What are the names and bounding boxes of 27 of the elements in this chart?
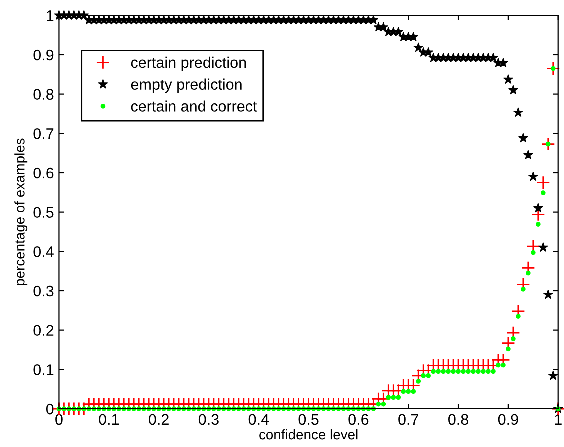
- y-tick-label: 0.6: [34, 168, 54, 179]
- y-tick-label: 0.9: [34, 50, 54, 61]
- legend-label: certain prediction: [131, 56, 246, 72]
- y-tick-label: 0.7: [34, 128, 54, 140]
- y-tick-label: 1: [47, 10, 54, 22]
- x-tick-label: 1: [555, 414, 562, 425]
- x-tick-label: 0.4: [248, 414, 270, 426]
- x-tick-label: 0.1: [99, 414, 120, 426]
- legend-label: certain and correct: [131, 100, 258, 112]
- x-tick-label: 0.7: [398, 414, 418, 426]
- y-tick-label: 0.8: [34, 89, 54, 100]
- x-axis-title: confidence level: [260, 429, 358, 440]
- x-tick-label: 0.3: [198, 414, 219, 426]
- x-tick-label: 0.5: [298, 414, 319, 426]
- y-tick-label: 0.4: [34, 246, 54, 258]
- y-tick-label: 0.5: [34, 207, 54, 218]
- y-tick-label: 0: [46, 404, 54, 415]
- x-tick-label: 0.8: [448, 414, 468, 426]
- y-tick-label: 0.2: [34, 325, 54, 336]
- y-axis-title: percentage of examples: [14, 138, 28, 286]
- x-tick-label: 0.6: [348, 414, 369, 426]
- x-tick-label: 0: [56, 414, 63, 426]
- legend-label: empty prediction: [131, 78, 242, 94]
- x-tick-label: 0.9: [498, 414, 518, 426]
- x-tick-label: 0.2: [149, 414, 169, 426]
- y-tick-label: 0.1: [34, 364, 54, 376]
- y-tick-label: 0.3: [34, 286, 54, 297]
